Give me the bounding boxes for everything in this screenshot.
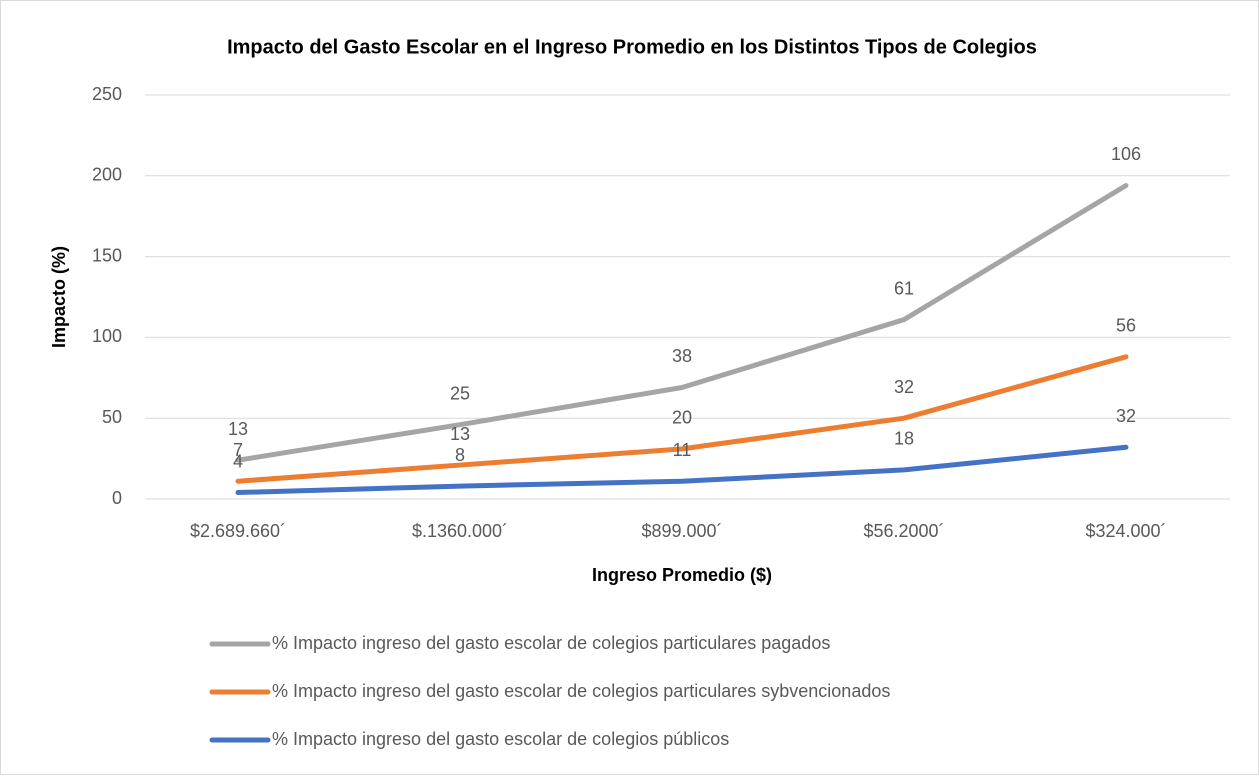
chart-title: Impacto del Gasto Escolar en el Ingreso … [227, 36, 1037, 58]
y-tick-label: 50 [102, 407, 122, 427]
data-label: 25 [450, 383, 470, 403]
data-label: 56 [1116, 316, 1136, 336]
data-label: 20 [672, 408, 692, 428]
data-label: 61 [894, 278, 914, 298]
x-tick-label: $324.000´ [1085, 521, 1166, 541]
series-line [235, 444, 1129, 496]
data-label: 4 [233, 451, 243, 471]
y-tick-label: 100 [92, 326, 122, 346]
data-label: 7 [233, 440, 243, 460]
data-label: 32 [894, 377, 914, 397]
series-line [235, 182, 1129, 463]
x-tick-label: $56.2000´ [863, 521, 944, 541]
data-label: 18 [894, 429, 914, 449]
x-tick-label: $2.689.660´ [190, 521, 286, 541]
legend-label: % Impacto ingreso del gasto escolar de c… [272, 729, 729, 749]
y-tick-label: 150 [92, 245, 122, 265]
y-axis-label: Impacto (%) [49, 246, 69, 348]
y-tick-label: 250 [92, 84, 122, 104]
legend-label: % Impacto ingreso del gasto escolar de c… [272, 681, 890, 701]
legend-label: % Impacto ingreso del gasto escolar de c… [272, 633, 830, 653]
data-label: 38 [672, 346, 692, 366]
data-label: 8 [455, 445, 465, 465]
y-tick-label: 200 [92, 165, 122, 185]
x-tick-label: $899.000´ [641, 521, 722, 541]
y-tick-label: 0 [112, 488, 122, 508]
x-axis-label: Ingreso Promedio ($) [592, 565, 772, 585]
data-label: 106 [1111, 144, 1141, 164]
data-label: 13 [228, 419, 248, 439]
data-label: 11 [673, 440, 692, 460]
data-label: 32 [1116, 406, 1136, 426]
series-line [235, 354, 1129, 484]
x-tick-label: $.1360.000´ [412, 521, 508, 541]
data-label: 13 [450, 424, 470, 444]
